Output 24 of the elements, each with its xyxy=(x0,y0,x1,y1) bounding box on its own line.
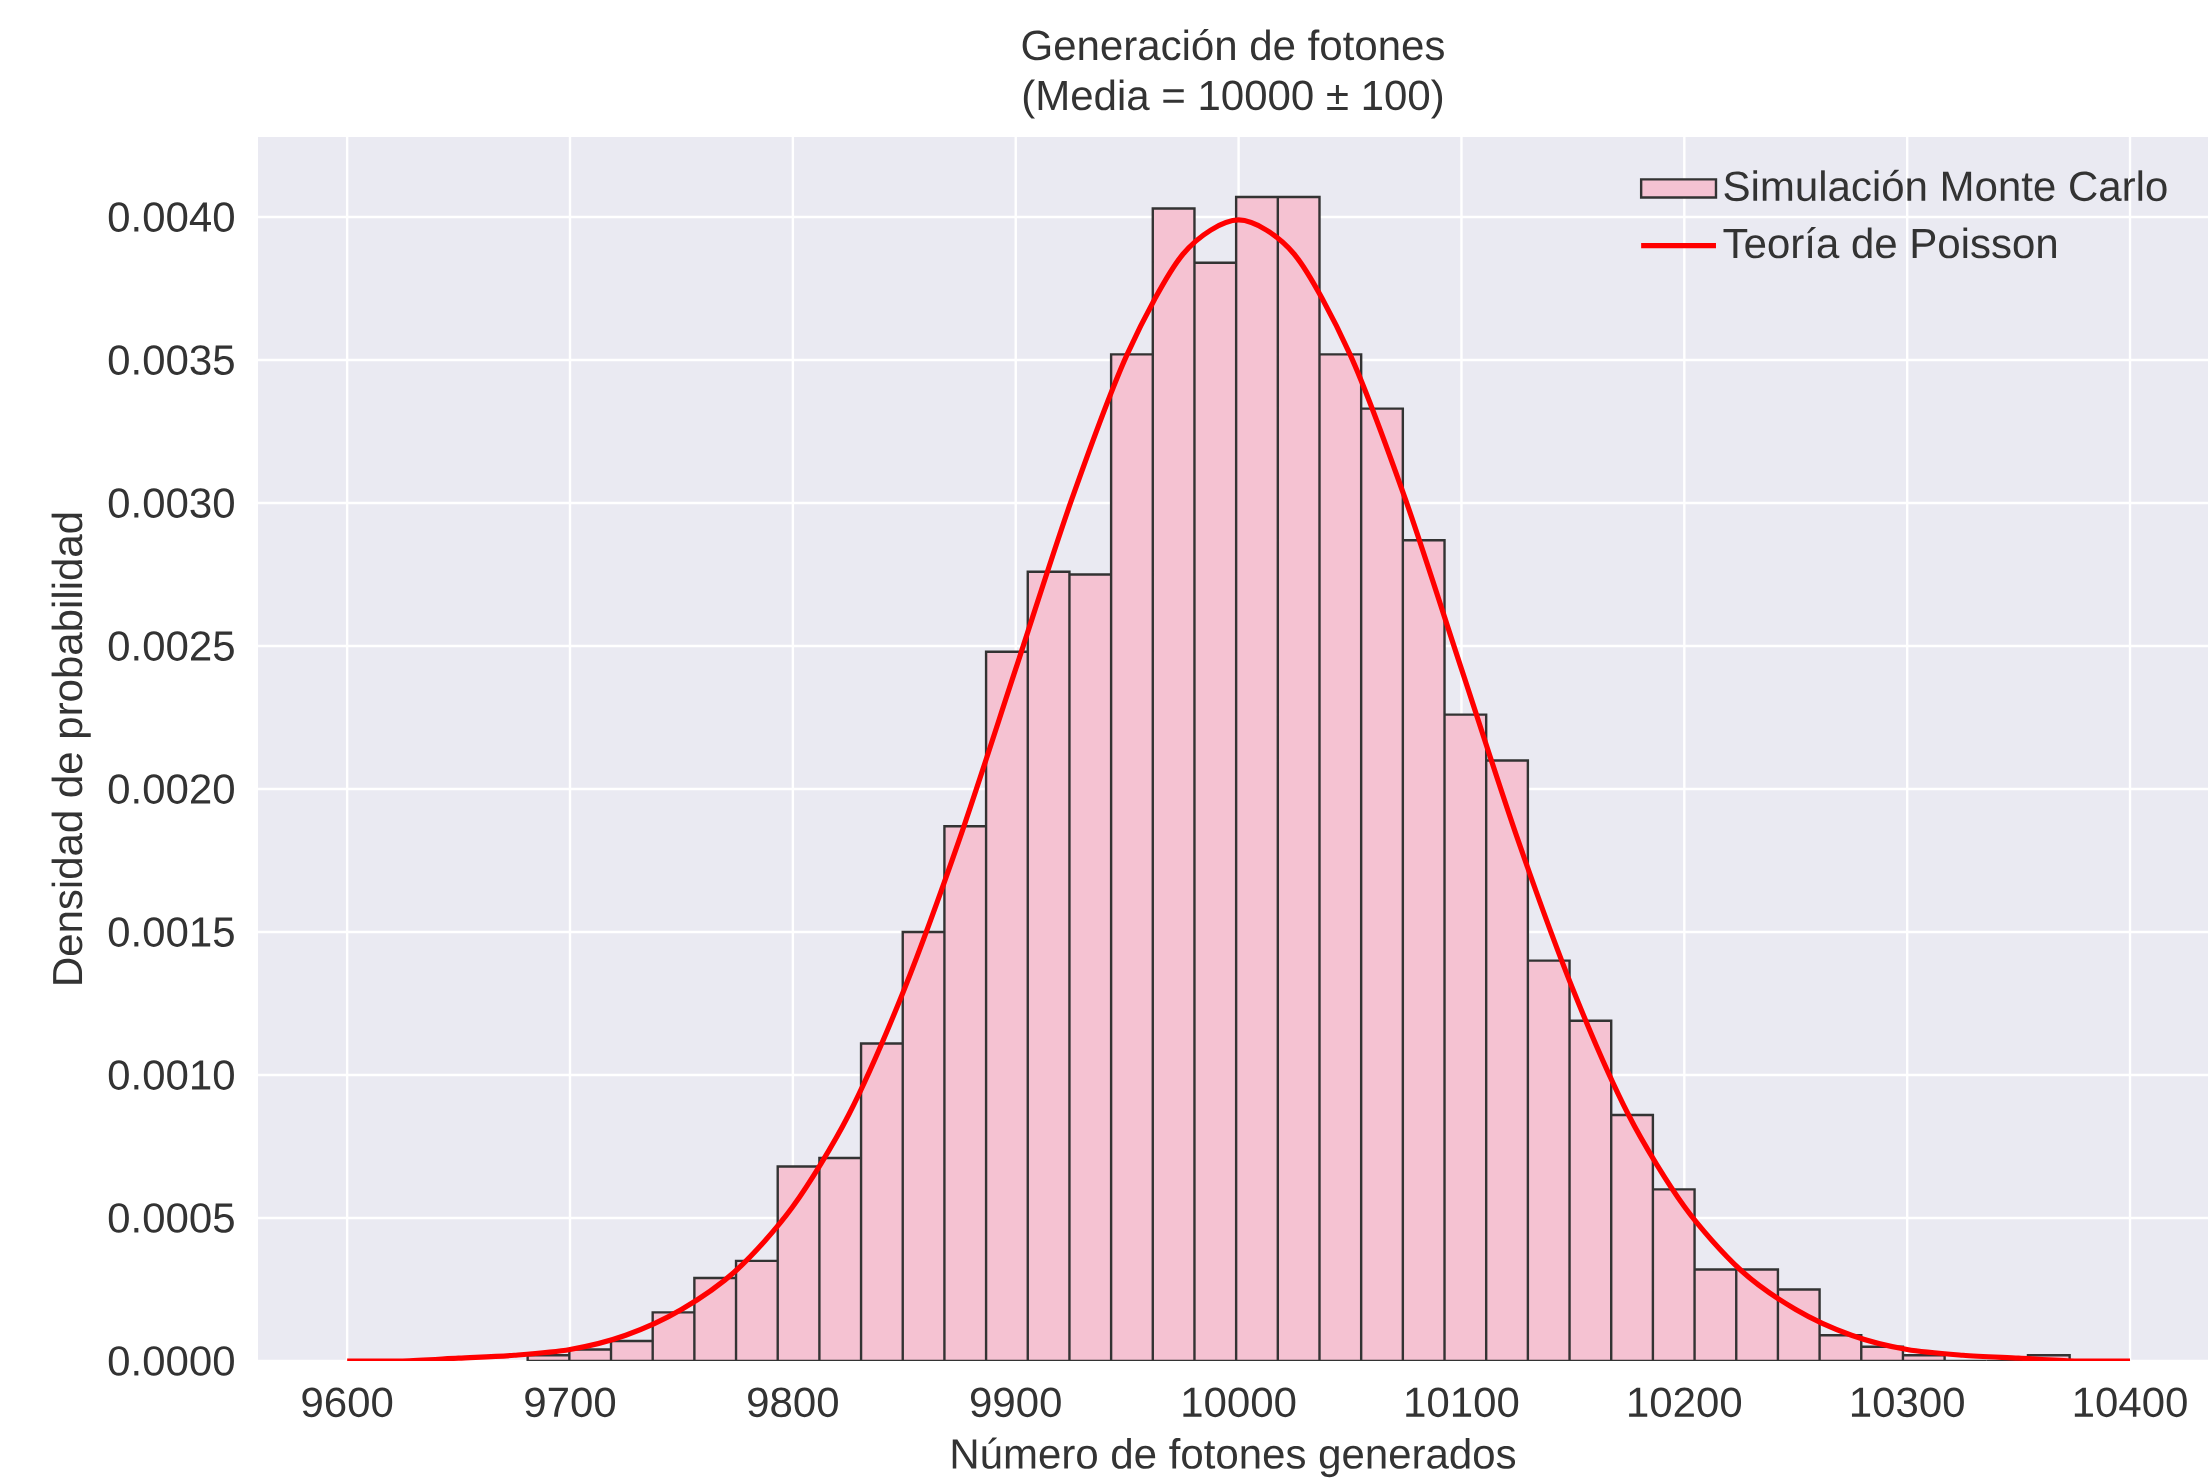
legend-label: Teoría de Poisson xyxy=(1723,227,2056,259)
y-tick-label: 0.0030 xyxy=(108,488,234,518)
chart-title: Generación de fotones xyxy=(1022,29,1444,61)
x-axis-title: Número de fotones generados xyxy=(952,1437,1516,1478)
y-tick-label: 0.0040 xyxy=(108,202,234,232)
y-tick-label: 0.0020 xyxy=(108,774,234,804)
y-axis-title: Densidad de probabilidad xyxy=(51,513,91,984)
y-tick-label: 0.0005 xyxy=(108,1203,234,1233)
x-tick-label: 10400 xyxy=(2074,1387,2187,1418)
y-tick-label: 0.0000 xyxy=(108,1346,234,1376)
x-tick-label: 10200 xyxy=(1629,1387,1742,1418)
y-tick-label: 0.0015 xyxy=(108,917,234,947)
x-tick-label: 9700 xyxy=(525,1387,616,1418)
x-tick-label: 10100 xyxy=(1406,1387,1519,1418)
y-tick-label: 0.0025 xyxy=(108,631,234,661)
x-tick-label: 9600 xyxy=(302,1387,393,1418)
x-tick-label: 9800 xyxy=(748,1387,838,1418)
legend-label: Simulación Monte Carlo xyxy=(1724,169,2167,202)
x-tick-label: 10300 xyxy=(1851,1387,1964,1418)
chart-subtitle: (Media = 10000 ± 100) xyxy=(1023,79,1443,119)
x-tick-label: 9900 xyxy=(970,1387,1061,1418)
y-tick-label: 0.0010 xyxy=(108,1060,234,1090)
x-tick-label: 10000 xyxy=(1183,1387,1296,1418)
y-tick-label: 0.0035 xyxy=(108,345,234,375)
